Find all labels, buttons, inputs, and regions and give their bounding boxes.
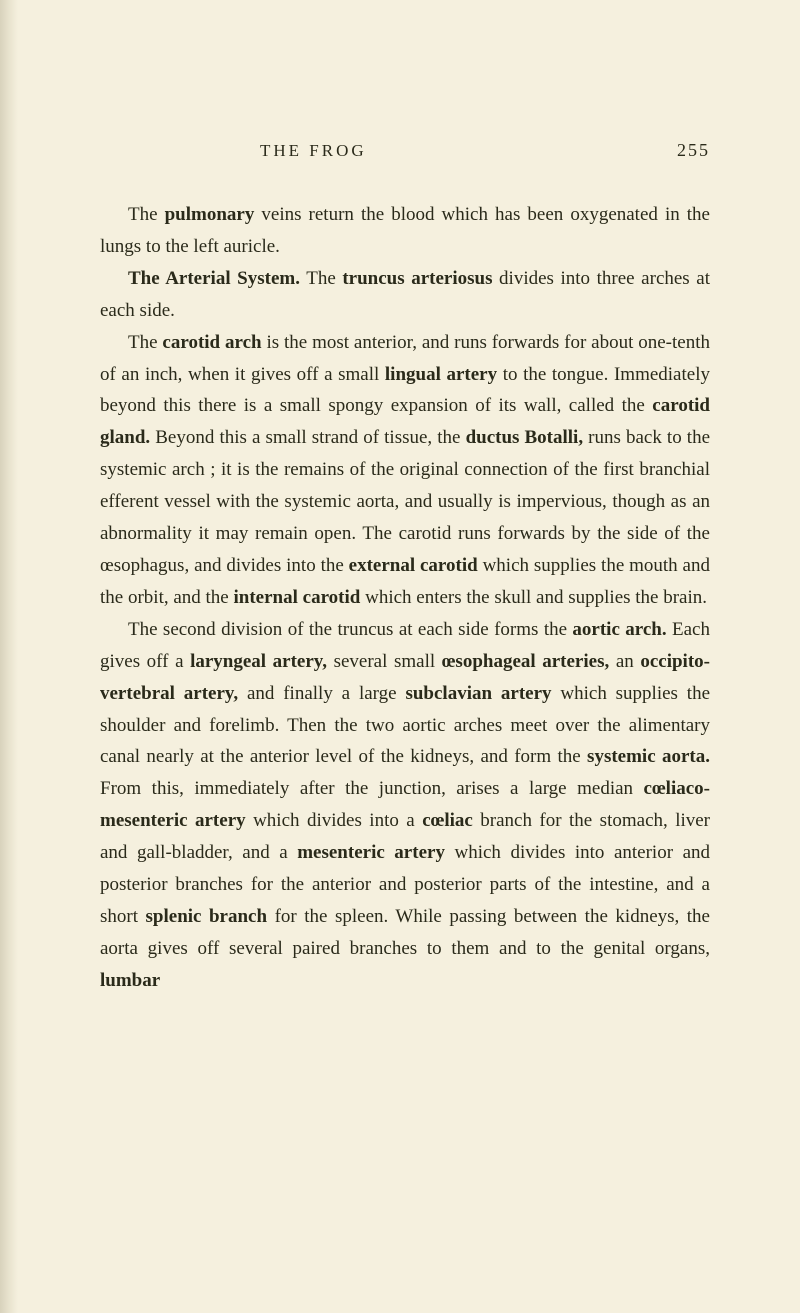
bold-term: cœliaco-mesenteric artery bbox=[100, 778, 710, 831]
bold-term: aortic arch. bbox=[572, 619, 666, 640]
page-number: 255 bbox=[677, 140, 710, 161]
bold-term: carotid arch bbox=[162, 332, 261, 353]
bold-term: mesenteric artery bbox=[297, 842, 445, 863]
bold-term: internal carotid bbox=[234, 587, 361, 608]
bold-term: subclavian artery bbox=[405, 683, 551, 704]
page-spine-shadow bbox=[0, 0, 18, 1313]
bold-term: carotid gland. bbox=[100, 395, 710, 448]
bold-term: lingual artery bbox=[385, 364, 497, 385]
bold-term: laryngeal artery, bbox=[190, 651, 327, 672]
bold-term: systemic aorta. bbox=[587, 746, 710, 767]
bold-term: splenic branch bbox=[146, 906, 268, 927]
page-content: THE FROG 255 The pulmonary veins return … bbox=[0, 0, 800, 1077]
bold-term: pulmonary bbox=[165, 204, 255, 225]
paragraph-2: The Arterial System. The truncus arterio… bbox=[100, 263, 710, 327]
body-text: The pulmonary veins return the blood whi… bbox=[100, 199, 710, 997]
running-head: THE FROG bbox=[260, 141, 367, 161]
bold-term: lumbar bbox=[100, 970, 160, 991]
paragraph-3: The carotid arch is the most anterior, a… bbox=[100, 327, 710, 614]
bold-term: œsophageal arteries, bbox=[442, 651, 610, 672]
paragraph-1: The pulmonary veins return the blood whi… bbox=[100, 199, 710, 263]
paragraph-4: The second division of the truncus at ea… bbox=[100, 614, 710, 997]
bold-term: cœliac bbox=[422, 810, 473, 831]
page-header: THE FROG 255 bbox=[100, 140, 710, 161]
bold-term: external carotid bbox=[349, 555, 478, 576]
bold-term: truncus arteriosus bbox=[342, 268, 492, 289]
bold-term: ductus Botalli, bbox=[466, 427, 584, 448]
bold-term: The Arterial System. bbox=[128, 268, 300, 289]
